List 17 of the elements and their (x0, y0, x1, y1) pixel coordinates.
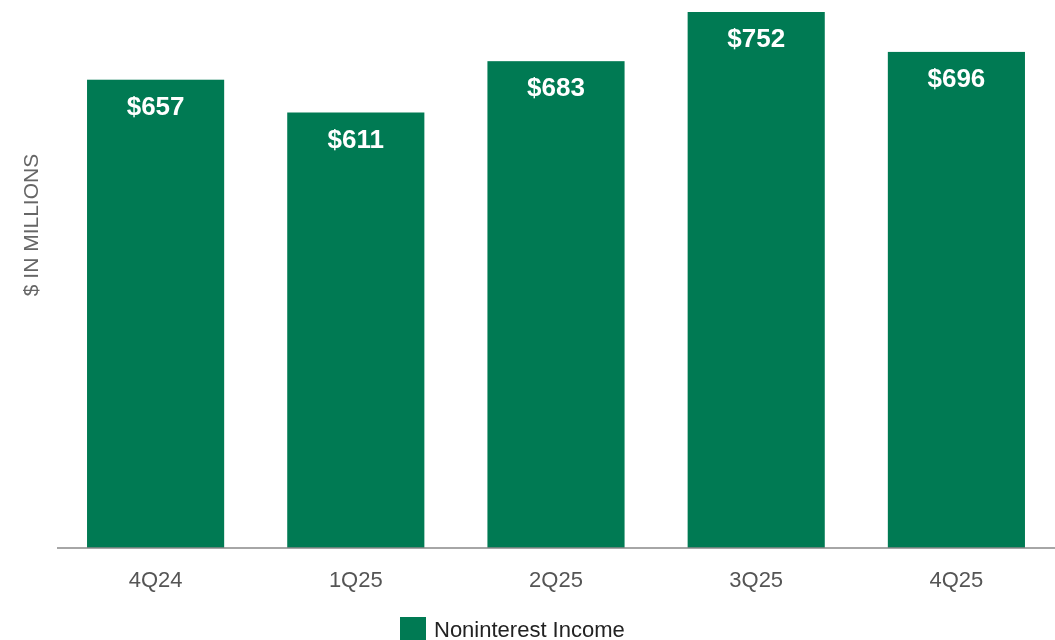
data-label: $696 (927, 62, 986, 93)
x-tick-label: 3Q25 (729, 567, 784, 592)
bar (287, 112, 425, 548)
data-label: $657 (126, 90, 185, 121)
bar (887, 51, 1025, 548)
data-label: $683 (527, 72, 585, 103)
data-label: $611 (327, 123, 384, 154)
y-axis-title: $ IN MILLIONS (19, 153, 42, 297)
x-tick-label: 4Q24 (128, 567, 183, 592)
data-label: $752 (727, 23, 786, 53)
bar (687, 12, 825, 548)
bar (487, 61, 625, 548)
bar (87, 79, 225, 548)
x-tick-label: 2Q25 (529, 567, 583, 592)
legend-label: Noninterest Income (434, 617, 625, 640)
x-tick-label: 1Q25 (328, 567, 383, 592)
x-tick-label: 4Q25 (929, 567, 984, 592)
